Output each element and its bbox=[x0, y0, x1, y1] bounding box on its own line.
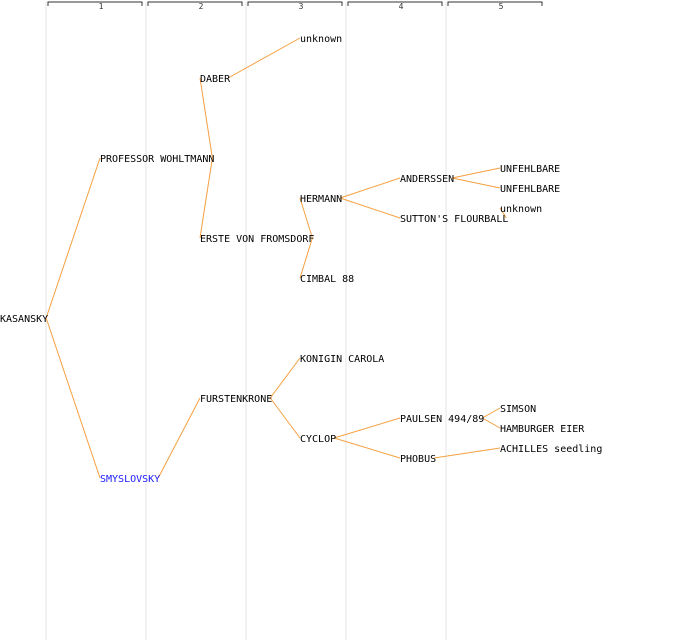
node-unfehlbare-2[interactable]: UNFEHLBARE bbox=[500, 184, 560, 195]
link-cyclop-to-paulsen-494-89 bbox=[333, 417, 401, 439]
node-furstenkrone[interactable]: FURSTENKRONE bbox=[200, 394, 272, 405]
node-cimbal-88[interactable]: CIMBAL 88 bbox=[300, 274, 354, 285]
node-kasansky[interactable]: KASANSKY bbox=[0, 314, 48, 325]
generation-bracket bbox=[347, 1, 443, 6]
link-anderssen-to-unfehlbare-2 bbox=[452, 177, 501, 189]
generation-number: 3 bbox=[299, 2, 304, 11]
generation-number: 1 bbox=[99, 2, 104, 11]
node-phobus[interactable]: PHOBUS bbox=[400, 454, 436, 465]
node-suttons-flourball[interactable]: SUTTON'S FLOURBALL bbox=[400, 214, 508, 225]
link-furstenkrone-to-cyclop bbox=[269, 397, 301, 439]
link-professor-wohltmann-to-daber bbox=[199, 77, 213, 159]
node-daber[interactable]: DABER bbox=[200, 74, 231, 85]
generation-number: 5 bbox=[499, 2, 504, 11]
link-hermann-to-anderssen bbox=[339, 177, 401, 199]
link-anderssen-to-unfehlbare-1 bbox=[452, 167, 501, 179]
generation-bracket bbox=[47, 1, 143, 6]
link-suttons-flourball-to-unknown-2 bbox=[499, 207, 507, 219]
link-daber-to-unknown-1 bbox=[227, 37, 301, 79]
pedigree-labels: KASANSKY PROFESSOR WOHLTMANN SMYSLOVSKY DAB… bbox=[0, 34, 602, 485]
generation-bracket bbox=[147, 1, 243, 6]
node-unknown-2[interactable]: unknown bbox=[500, 204, 542, 215]
node-professor-wohltmann[interactable]: PROFESSOR WOHLTMANN bbox=[100, 154, 214, 165]
link-furstenkrone-to-konigin-carola bbox=[269, 357, 301, 399]
node-cyclop[interactable]: CYCLOP bbox=[300, 434, 336, 445]
node-konigin-carola[interactable]: KONIGIN CAROLA bbox=[300, 354, 384, 365]
link-paulsen-494-89-to-simson bbox=[482, 407, 501, 419]
node-simson[interactable]: SIMSON bbox=[500, 404, 536, 415]
link-hermann-to-suttons-flourball bbox=[339, 197, 401, 219]
generation-bracket bbox=[447, 1, 543, 6]
link-professor-wohltmann-to-erste-von-fromsdorf bbox=[199, 157, 213, 239]
generation-number: 2 bbox=[199, 2, 204, 11]
node-unknown-1[interactable]: unknown bbox=[300, 34, 342, 45]
node-achilles-seedling[interactable]: ACHILLES seedling bbox=[500, 444, 602, 455]
node-smyslovsky[interactable]: SMYSLOVSKY bbox=[100, 474, 160, 485]
link-cyclop-to-phobus bbox=[333, 437, 401, 459]
generation-bracket bbox=[247, 1, 343, 6]
node-hermann[interactable]: HERMANN bbox=[300, 194, 342, 205]
node-paulsen-494-89[interactable]: PAULSEN 494/89 bbox=[400, 414, 484, 425]
generation-columns: 1 2 3 4 5 bbox=[45, 1, 543, 640]
link-erste-von-fromsdorf-to-hermann bbox=[299, 197, 313, 239]
link-paulsen-494-89-to-hamburger-eier bbox=[482, 417, 501, 429]
link-phobus-to-achilles-seedling bbox=[434, 447, 501, 459]
node-unfehlbare-1[interactable]: UNFEHLBARE bbox=[500, 164, 560, 175]
link-smyslovsky-to-furstenkrone bbox=[157, 397, 201, 479]
pedigree-links bbox=[45, 37, 507, 479]
generation-number: 4 bbox=[399, 2, 404, 11]
node-hamburger-eier[interactable]: HAMBURGER EIER bbox=[500, 424, 585, 435]
link-kasansky-to-smyslovsky bbox=[45, 317, 101, 479]
link-erste-von-fromsdorf-to-cimbal-88 bbox=[299, 237, 313, 279]
link-kasansky-to-professor-wohltmann bbox=[45, 157, 101, 319]
node-anderssen[interactable]: ANDERSSEN bbox=[400, 174, 454, 185]
node-erste-von-fromsdorf[interactable]: ERSTE VON FROMSDORF bbox=[200, 234, 314, 245]
